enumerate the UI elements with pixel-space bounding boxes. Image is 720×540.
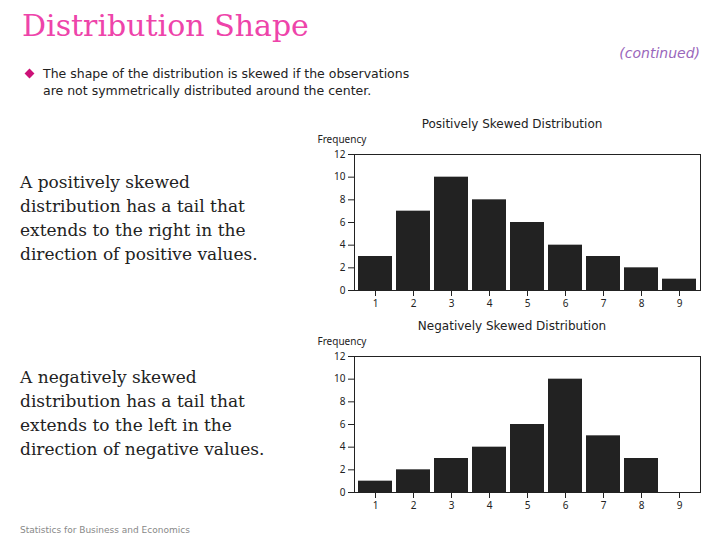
html-text:direction of positive values.: direction of positive values. [20, 243, 258, 264]
svg-text:6: 6 [340, 417, 346, 431]
svg-text:0: 0 [340, 283, 346, 297]
html-text:direction of negative values.: direction of negative values. [20, 438, 265, 459]
svg-text:4: 4 [487, 498, 493, 512]
html-text:Positively Skewed Distribution: Positively Skewed Distribution [421, 117, 603, 131]
html-text:extends to the right in the: extends to the right in the [20, 219, 246, 240]
html-text:The shape of the distribution: The shape of the distribution is skewed … [43, 66, 410, 81]
html-text:Distribution Shape: Distribution Shape [22, 8, 309, 43]
html-text:Statistics for Business and Ec: Statistics for Business and Economics [20, 525, 190, 535]
svg-text:1: 1 [373, 498, 379, 512]
svg-text:8: 8 [639, 498, 645, 512]
svg-text:2: 2 [411, 296, 417, 310]
svg-text:9: 9 [677, 296, 683, 310]
svg-text:10: 10 [334, 169, 346, 183]
svg-text:8: 8 [639, 296, 645, 310]
svg-text:2: 2 [411, 498, 417, 512]
svg-text:6: 6 [563, 498, 569, 512]
svg-text:8: 8 [340, 394, 346, 408]
svg-text:6: 6 [563, 296, 569, 310]
html-text:Negatively Skewed Distribution: Negatively Skewed Distribution [417, 319, 607, 333]
svg-text:4: 4 [340, 237, 346, 251]
svg-text:2: 2 [340, 260, 346, 274]
html-text:A negatively skewed: A negatively skewed [20, 366, 197, 387]
svg-text:5: 5 [525, 498, 531, 512]
html-text:distribution has a tail that: distribution has a tail that [20, 390, 245, 411]
svg-text:7: 7 [601, 296, 607, 310]
svg-text:Frequency: Frequency [318, 132, 368, 146]
svg-text:6: 6 [340, 215, 346, 229]
html-text:distribution has a tail that: distribution has a tail that [20, 195, 245, 216]
html-text:A positively skewed: A positively skewed [20, 171, 190, 192]
svg-text:0: 0 [340, 485, 346, 499]
svg-text:12: 12 [334, 147, 346, 161]
svg-text:2: 2 [340, 462, 346, 476]
html-text:(continued): (continued) [619, 45, 700, 61]
svg-text:3: 3 [449, 296, 455, 310]
svg-text:8: 8 [340, 192, 346, 206]
svg-text:4: 4 [487, 296, 493, 310]
svg-text:12: 12 [334, 349, 346, 363]
svg-text:9: 9 [677, 498, 683, 512]
html-text:extends to the left in the: extends to the left in the [20, 414, 232, 435]
svg-text:Frequency: Frequency [318, 334, 368, 348]
svg-text:3: 3 [449, 498, 455, 512]
svg-text:4: 4 [340, 439, 346, 453]
svg-text:10: 10 [334, 371, 346, 385]
svg-text:1: 1 [373, 296, 379, 310]
svg-text:7: 7 [601, 498, 607, 512]
html-text:are not symmetrically distribu: are not symmetrically distributed around… [43, 83, 372, 98]
svg-text:5: 5 [525, 296, 531, 310]
